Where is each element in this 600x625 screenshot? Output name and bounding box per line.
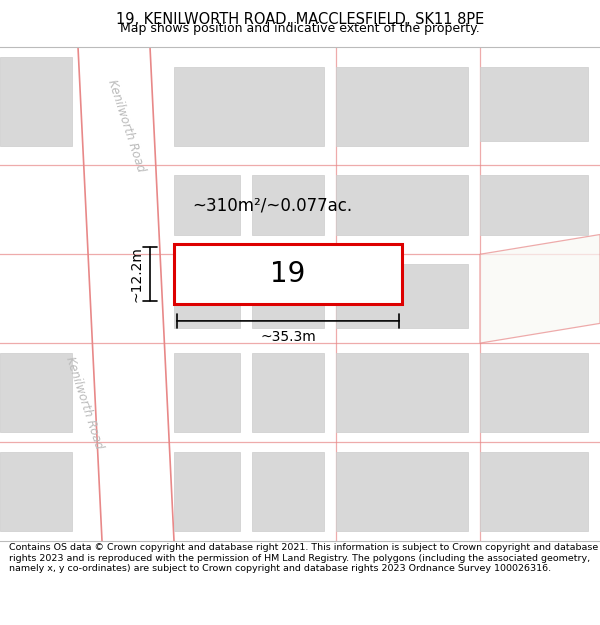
Bar — [174, 452, 240, 531]
Text: 19: 19 — [271, 260, 305, 288]
Bar — [252, 175, 324, 234]
Bar — [480, 353, 588, 432]
Text: Map shows position and indicative extent of the property.: Map shows position and indicative extent… — [120, 22, 480, 35]
Bar — [174, 353, 240, 432]
Bar — [336, 452, 468, 531]
Bar — [252, 264, 324, 328]
Bar — [174, 67, 324, 146]
Text: ~12.2m: ~12.2m — [130, 246, 144, 302]
Text: Contains OS data © Crown copyright and database right 2021. This information is : Contains OS data © Crown copyright and d… — [9, 543, 598, 573]
Bar — [480, 175, 588, 234]
Bar — [336, 353, 468, 432]
Bar — [336, 175, 468, 234]
Bar — [336, 67, 468, 146]
Bar — [252, 452, 324, 531]
Text: Kenilworth Road: Kenilworth Road — [105, 78, 147, 174]
Bar — [0, 452, 72, 531]
Bar — [174, 244, 402, 304]
Bar — [0, 353, 72, 432]
Polygon shape — [78, 47, 174, 541]
Polygon shape — [480, 234, 600, 343]
Text: ~35.3m: ~35.3m — [260, 330, 316, 344]
Text: Kenilworth Road: Kenilworth Road — [63, 354, 105, 450]
Bar — [174, 175, 240, 234]
Bar — [480, 452, 588, 531]
Text: 19, KENILWORTH ROAD, MACCLESFIELD, SK11 8PE: 19, KENILWORTH ROAD, MACCLESFIELD, SK11 … — [116, 12, 484, 27]
Bar — [336, 264, 468, 328]
Bar — [252, 353, 324, 432]
Bar — [174, 264, 240, 328]
Bar — [480, 67, 588, 141]
Bar — [0, 57, 72, 146]
Text: ~310m²/~0.077ac.: ~310m²/~0.077ac. — [192, 197, 352, 215]
